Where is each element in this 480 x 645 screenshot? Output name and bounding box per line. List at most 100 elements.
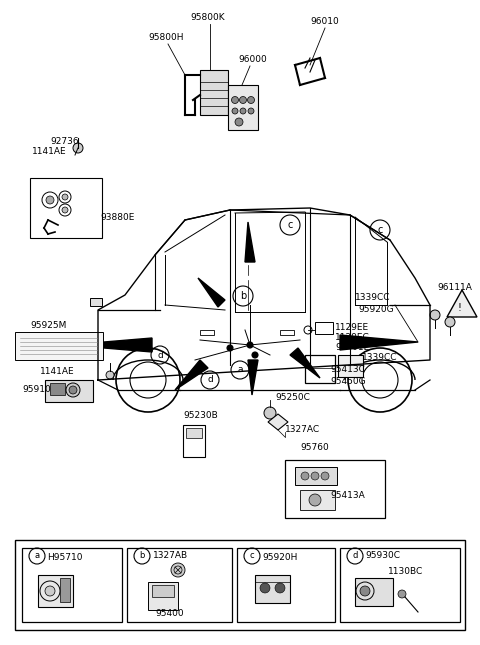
Text: 96010: 96010 bbox=[310, 17, 339, 26]
Text: 1339CC: 1339CC bbox=[362, 353, 397, 362]
Bar bbox=[22, 548, 122, 622]
Bar bbox=[152, 585, 174, 597]
Text: b: b bbox=[139, 551, 144, 561]
Text: 96111A: 96111A bbox=[437, 283, 472, 292]
Circle shape bbox=[66, 383, 80, 397]
Circle shape bbox=[235, 118, 243, 126]
Text: d: d bbox=[157, 350, 163, 359]
Bar bbox=[200, 70, 228, 115]
Circle shape bbox=[445, 317, 455, 327]
Text: 95230B: 95230B bbox=[183, 410, 218, 419]
Circle shape bbox=[240, 108, 246, 114]
Circle shape bbox=[227, 345, 233, 351]
Text: d: d bbox=[207, 375, 213, 384]
Text: 93880E: 93880E bbox=[100, 213, 134, 223]
Circle shape bbox=[360, 586, 370, 596]
Polygon shape bbox=[447, 290, 477, 317]
Circle shape bbox=[275, 583, 285, 593]
Bar bbox=[280, 330, 294, 335]
Text: 95925M: 95925M bbox=[30, 321, 66, 330]
Bar bbox=[315, 322, 333, 334]
Text: 1327AC: 1327AC bbox=[285, 426, 320, 435]
Circle shape bbox=[69, 386, 77, 394]
Text: a: a bbox=[237, 366, 243, 375]
Text: H95710: H95710 bbox=[47, 553, 83, 562]
Circle shape bbox=[264, 407, 276, 419]
Bar bbox=[50, 383, 65, 395]
Text: 1141AE: 1141AE bbox=[40, 368, 74, 377]
Polygon shape bbox=[268, 414, 288, 430]
Bar bbox=[340, 548, 460, 622]
Text: 95800K: 95800K bbox=[190, 14, 225, 23]
Polygon shape bbox=[340, 335, 418, 350]
Text: !: ! bbox=[457, 303, 461, 313]
Bar bbox=[255, 575, 290, 603]
Text: 95930C: 95930C bbox=[365, 551, 400, 561]
Text: 95413C: 95413C bbox=[330, 366, 365, 375]
Circle shape bbox=[398, 590, 406, 598]
Circle shape bbox=[46, 196, 54, 204]
Text: 95760: 95760 bbox=[300, 444, 329, 453]
Text: 96000: 96000 bbox=[238, 55, 267, 64]
Bar bbox=[285, 460, 385, 518]
Text: 95401E: 95401E bbox=[335, 344, 369, 353]
Text: 95250C: 95250C bbox=[275, 393, 310, 402]
Text: a: a bbox=[35, 551, 39, 561]
Circle shape bbox=[321, 472, 329, 480]
Circle shape bbox=[231, 97, 239, 103]
Polygon shape bbox=[245, 222, 255, 262]
Circle shape bbox=[248, 108, 254, 114]
Bar bbox=[15, 332, 103, 360]
Polygon shape bbox=[198, 278, 225, 307]
Polygon shape bbox=[175, 360, 208, 390]
Bar bbox=[90, 298, 102, 306]
Bar bbox=[355, 578, 393, 606]
Text: 1141AE: 1141AE bbox=[32, 148, 67, 157]
Bar bbox=[186, 428, 202, 438]
Bar bbox=[305, 355, 335, 383]
Text: 92736: 92736 bbox=[50, 137, 79, 146]
Polygon shape bbox=[68, 338, 152, 352]
Bar bbox=[127, 548, 232, 622]
Text: 95920H: 95920H bbox=[262, 553, 298, 562]
Text: 95910: 95910 bbox=[22, 386, 51, 395]
Bar bbox=[300, 490, 335, 510]
Text: 95800H: 95800H bbox=[148, 34, 183, 43]
Bar bbox=[60, 578, 70, 602]
Circle shape bbox=[248, 97, 254, 103]
Text: 1339CC: 1339CC bbox=[355, 293, 391, 303]
Bar bbox=[148, 582, 178, 610]
Text: c: c bbox=[288, 220, 293, 230]
Bar bbox=[15, 540, 465, 630]
Bar bbox=[338, 355, 363, 377]
Circle shape bbox=[171, 563, 185, 577]
Circle shape bbox=[252, 352, 258, 358]
Text: 1129EE: 1129EE bbox=[335, 324, 369, 333]
Circle shape bbox=[62, 207, 68, 213]
Circle shape bbox=[106, 371, 114, 379]
Text: c: c bbox=[250, 551, 254, 561]
Circle shape bbox=[309, 494, 321, 506]
Text: 95400: 95400 bbox=[155, 610, 184, 619]
Text: 1327AB: 1327AB bbox=[153, 551, 188, 561]
Circle shape bbox=[301, 472, 309, 480]
Polygon shape bbox=[290, 348, 320, 378]
Text: 95413A: 95413A bbox=[330, 490, 365, 499]
Text: c: c bbox=[377, 225, 383, 235]
Bar bbox=[228, 85, 258, 130]
Polygon shape bbox=[248, 360, 258, 395]
Circle shape bbox=[62, 194, 68, 200]
Circle shape bbox=[247, 342, 253, 348]
Bar bbox=[295, 467, 337, 485]
Text: 95450G: 95450G bbox=[330, 377, 366, 386]
Circle shape bbox=[430, 310, 440, 320]
Text: d: d bbox=[352, 551, 358, 561]
Text: 1130BC: 1130BC bbox=[388, 566, 423, 575]
Circle shape bbox=[73, 143, 83, 153]
Bar bbox=[200, 330, 214, 335]
Circle shape bbox=[240, 97, 247, 103]
Text: b: b bbox=[240, 291, 246, 301]
Bar bbox=[38, 575, 73, 607]
Circle shape bbox=[45, 586, 55, 596]
Bar bbox=[183, 425, 205, 457]
